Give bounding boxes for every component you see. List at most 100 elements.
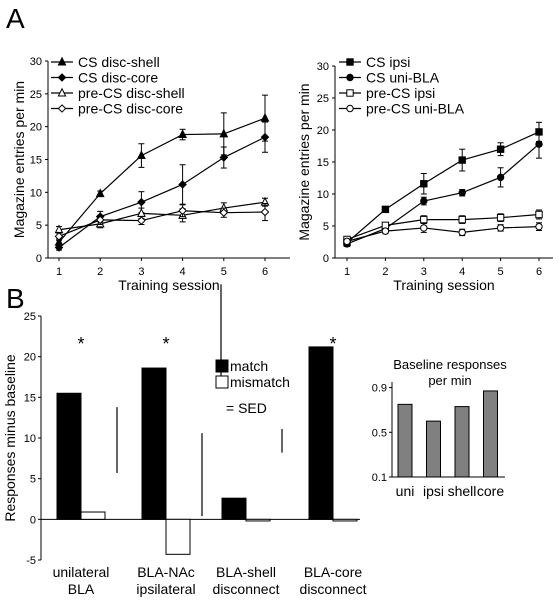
series-line <box>346 131 540 244</box>
match-bar <box>56 392 82 520</box>
legend-label: CS disc-shell <box>78 54 160 70</box>
legend-label: CS ipsi <box>366 54 410 70</box>
category-label-line: BLA-NAc <box>137 564 195 580</box>
chart-b-inset: Baseline responses per min 0.1 0.5 0.9 uni ips… <box>372 357 508 499</box>
panel-label-b: B <box>6 283 25 314</box>
data-point <box>219 208 229 217</box>
data-point <box>458 189 466 197</box>
data-point <box>260 112 270 122</box>
y-tick-label: 20 <box>24 352 36 364</box>
chart-a-right: 0 5 10 15 20 25 30 1 2 3 4 5 6 Training session Magazi… <box>296 54 553 293</box>
data-point <box>535 210 543 219</box>
y-tick-label: 5 <box>30 474 36 486</box>
x-tick-label: 1 <box>56 266 62 278</box>
data-point <box>458 215 466 224</box>
y-tick-label: 25 <box>317 93 329 105</box>
x-tick-label: 3 <box>421 266 427 278</box>
data-point <box>496 145 505 153</box>
legend-marker <box>57 73 67 82</box>
inset-bar <box>397 403 413 478</box>
inset-bar <box>454 406 470 478</box>
data-point <box>381 227 390 235</box>
y-tick-label: 10 <box>24 433 36 445</box>
data-point <box>95 215 105 225</box>
y-tick-label: 15 <box>317 157 329 169</box>
y-tick-label: 25 <box>24 311 36 323</box>
data-point <box>95 188 105 198</box>
inset-title-line: per min <box>428 373 471 388</box>
y-tick-label: 25 <box>30 89 42 101</box>
category-label: BLA-shell disconnect <box>213 564 280 597</box>
x-tick-label: 2 <box>382 266 388 278</box>
y-tick-label: 0 <box>323 253 329 265</box>
chart-a-left: 0 5 10 15 20 25 30 1 2 3 4 5 6 Training session Magazi… <box>11 54 290 293</box>
data-point <box>54 243 64 252</box>
series-line <box>58 117 266 243</box>
legend-marker <box>346 73 354 82</box>
inset-y-tick-label: 0.1 <box>372 472 387 484</box>
data-point <box>260 207 270 217</box>
y-tick-label: 0 <box>36 253 42 265</box>
legend-marker <box>57 56 67 66</box>
legend-label: CS disc-core <box>78 70 158 86</box>
y-tick-label: 5 <box>36 220 42 232</box>
legend-label: CS uni-BLA <box>366 70 440 86</box>
series-line <box>58 210 266 237</box>
data-point <box>496 213 505 222</box>
y-tick-label: 0 <box>30 514 36 526</box>
data-point <box>260 132 270 142</box>
data-point <box>381 205 390 214</box>
category-label: unilateral BLA <box>53 564 110 597</box>
inset-category-label: ipsi <box>423 483 444 499</box>
data-point <box>458 228 466 237</box>
data-point <box>136 150 146 160</box>
y-tick-label: 30 <box>30 56 42 68</box>
mismatch-bar <box>80 511 106 520</box>
x-tick-label: 6 <box>262 266 268 278</box>
data-point <box>219 128 229 138</box>
data-point <box>137 197 146 207</box>
legend-label: mismatch <box>230 374 290 390</box>
inset-y-tick-label: 0.5 <box>372 427 387 439</box>
series-line <box>346 226 540 242</box>
x-axis-label: Training session <box>393 277 494 293</box>
inset-category-label: core <box>477 483 504 499</box>
y-tick-label: 15 <box>30 155 42 167</box>
inset-category-label: uni <box>396 483 415 499</box>
data-point <box>178 206 187 216</box>
match-bar <box>141 367 167 520</box>
legend-label: pre-CS ipsi <box>366 85 435 101</box>
data-point <box>178 180 187 189</box>
y-axis-label: Magazine entries per min <box>11 81 27 238</box>
data-point <box>535 140 543 148</box>
mismatch-bar <box>332 518 358 522</box>
series-line <box>58 201 266 231</box>
sed-label: = SED <box>226 400 267 416</box>
inset-y-tick-label: 0.9 <box>372 383 387 395</box>
y-tick-label: -5 <box>26 555 36 567</box>
data-point <box>496 173 505 182</box>
category-label-line: BLA-core <box>304 564 363 580</box>
y-tick-label: 10 <box>30 187 42 199</box>
data-point <box>343 237 351 246</box>
legend-swatch <box>215 359 229 373</box>
legend-label: pre-CS disc-shell <box>78 85 185 101</box>
x-axis-label: Training session <box>118 277 219 293</box>
x-tick-label: 5 <box>221 266 227 278</box>
legend-label: match <box>230 358 268 374</box>
mismatch-bar <box>165 518 191 555</box>
legend-marker <box>346 89 354 97</box>
inset-category-label: shell <box>448 483 477 499</box>
category-label-line: disconnect <box>213 581 280 597</box>
inset-title-line: Baseline responses <box>393 357 507 372</box>
legend-marker <box>346 104 354 113</box>
legend-marker <box>57 87 67 97</box>
x-tick-label: 1 <box>344 266 350 278</box>
data-point <box>137 216 146 225</box>
panel-label-a: A <box>6 3 25 34</box>
data-point <box>496 224 505 232</box>
data-point <box>420 180 428 188</box>
x-tick-label: 4 <box>459 266 465 278</box>
significance-star: * <box>162 334 169 354</box>
